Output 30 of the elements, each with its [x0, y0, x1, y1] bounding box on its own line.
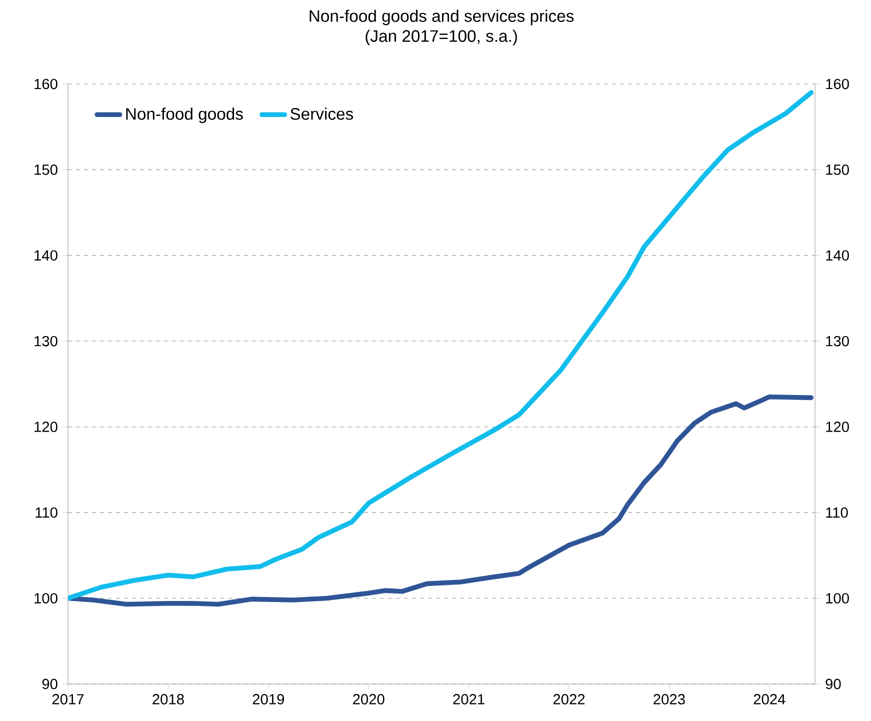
x-tick-label: 2017 [52, 694, 84, 704]
y-tick-label: 90 [42, 678, 58, 690]
y2-tick-label: 100 [826, 593, 849, 604]
y-tick-label: 100 [34, 593, 58, 604]
x-tick-label: 2019 [252, 694, 284, 704]
x-tick-label: 2022 [553, 694, 585, 704]
y2-tick-label: 150 [826, 164, 849, 175]
y2-tick-label: 130 [826, 336, 849, 346]
y-tick-label: 110 [36, 507, 58, 518]
y2-tick-label: 120 [826, 422, 849, 432]
y-tick-label: 120 [34, 422, 58, 432]
legend-label: Non-food goods [126, 108, 243, 124]
y2-tick-label: 140 [826, 250, 849, 261]
y-tick-label: 160 [34, 78, 58, 90]
y-tick-label: 150 [34, 164, 58, 175]
chart-title: Non-food goods and services prices [310, 10, 574, 26]
y-tick-label: 130 [34, 336, 58, 346]
x-tick-label: 2020 [353, 694, 384, 704]
legend-label: Services [290, 108, 354, 120]
line-series [68, 394, 814, 607]
x-tick-label: 2021 [453, 694, 484, 704]
x-tick-label: 2024 [754, 694, 786, 704]
y2-tick-label: 90 [826, 678, 841, 690]
y-tick-label: 140 [34, 250, 58, 261]
x-tick-label: 2018 [152, 694, 184, 704]
chart-subtitle: (Jan 2017=100, s.a.) [366, 30, 517, 46]
y2-tick-label: 160 [826, 78, 849, 90]
x-tick-label: 2023 [654, 694, 685, 704]
line-series [68, 90, 814, 601]
y2-tick-label: 110 [826, 507, 848, 518]
